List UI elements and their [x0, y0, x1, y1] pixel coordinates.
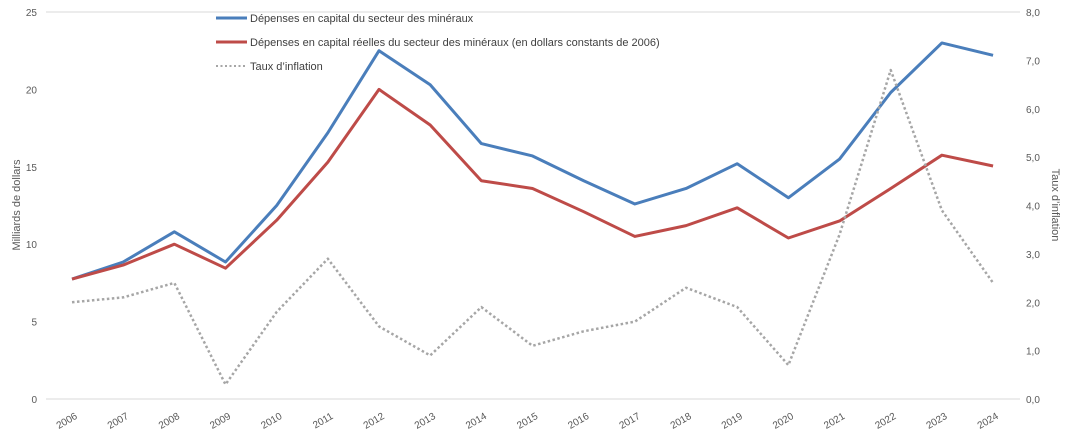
x-tick-label: 2009 — [208, 411, 233, 432]
y2-tick-label: 8,0 — [1026, 8, 1040, 19]
y2-tick-label: 5,0 — [1026, 153, 1040, 164]
x-tick-label: 2022 — [873, 411, 898, 432]
y-tick-label: 0 — [31, 395, 37, 406]
x-tick-label: 2011 — [311, 411, 336, 431]
x-tick-label: 2006 — [55, 411, 80, 432]
y2-axis-label: Taux d’inflation — [1049, 169, 1061, 242]
x-tick-label: 2010 — [259, 411, 284, 432]
x-tick-label: 2023 — [925, 411, 950, 432]
series-line-1 — [71, 87, 994, 281]
y-axis-label: Milliards de dollars — [11, 159, 23, 251]
x-tick-label: 2018 — [669, 411, 694, 432]
legend-label: Dépenses en capital du secteur des minér… — [250, 13, 474, 25]
x-tick-label: 2020 — [771, 411, 796, 432]
y-tick-label: 5 — [31, 318, 37, 329]
y2-tick-label: 0,0 — [1026, 395, 1040, 406]
y2-tick-label: 4,0 — [1026, 202, 1040, 213]
y2-tick-label: 7,0 — [1026, 56, 1040, 67]
y-tick-label: 10 — [26, 240, 38, 251]
legend-label: Dépenses en capital réelles du secteur d… — [250, 37, 660, 49]
x-tick-label: 2008 — [157, 411, 182, 432]
x-tick-label: 2017 — [618, 411, 643, 432]
y2-tick-label: 6,0 — [1026, 105, 1040, 116]
series-line-0 — [71, 41, 994, 281]
y2-tick-label: 1,0 — [1026, 347, 1040, 358]
y-tick-label: 15 — [26, 163, 38, 174]
x-tick-label: 2015 — [515, 411, 540, 432]
y-tick-label: 25 — [26, 8, 38, 19]
y-tick-label: 20 — [26, 85, 38, 96]
y2-tick-label: 3,0 — [1026, 250, 1040, 261]
x-tick-label: 2007 — [106, 411, 131, 432]
series-line-2 — [71, 68, 995, 386]
x-tick-label: 2021 — [822, 411, 847, 432]
y2-tick-label: 2,0 — [1026, 298, 1040, 309]
x-tick-label: 2014 — [464, 411, 489, 432]
x-tick-label: 2012 — [362, 411, 387, 432]
x-tick-label: 2024 — [976, 411, 1001, 432]
x-tick-label: 2019 — [720, 411, 745, 432]
x-tick-label: 2013 — [413, 411, 438, 432]
legend-label: Taux d’inflation — [250, 61, 323, 73]
x-tick-label: 2016 — [566, 411, 591, 432]
